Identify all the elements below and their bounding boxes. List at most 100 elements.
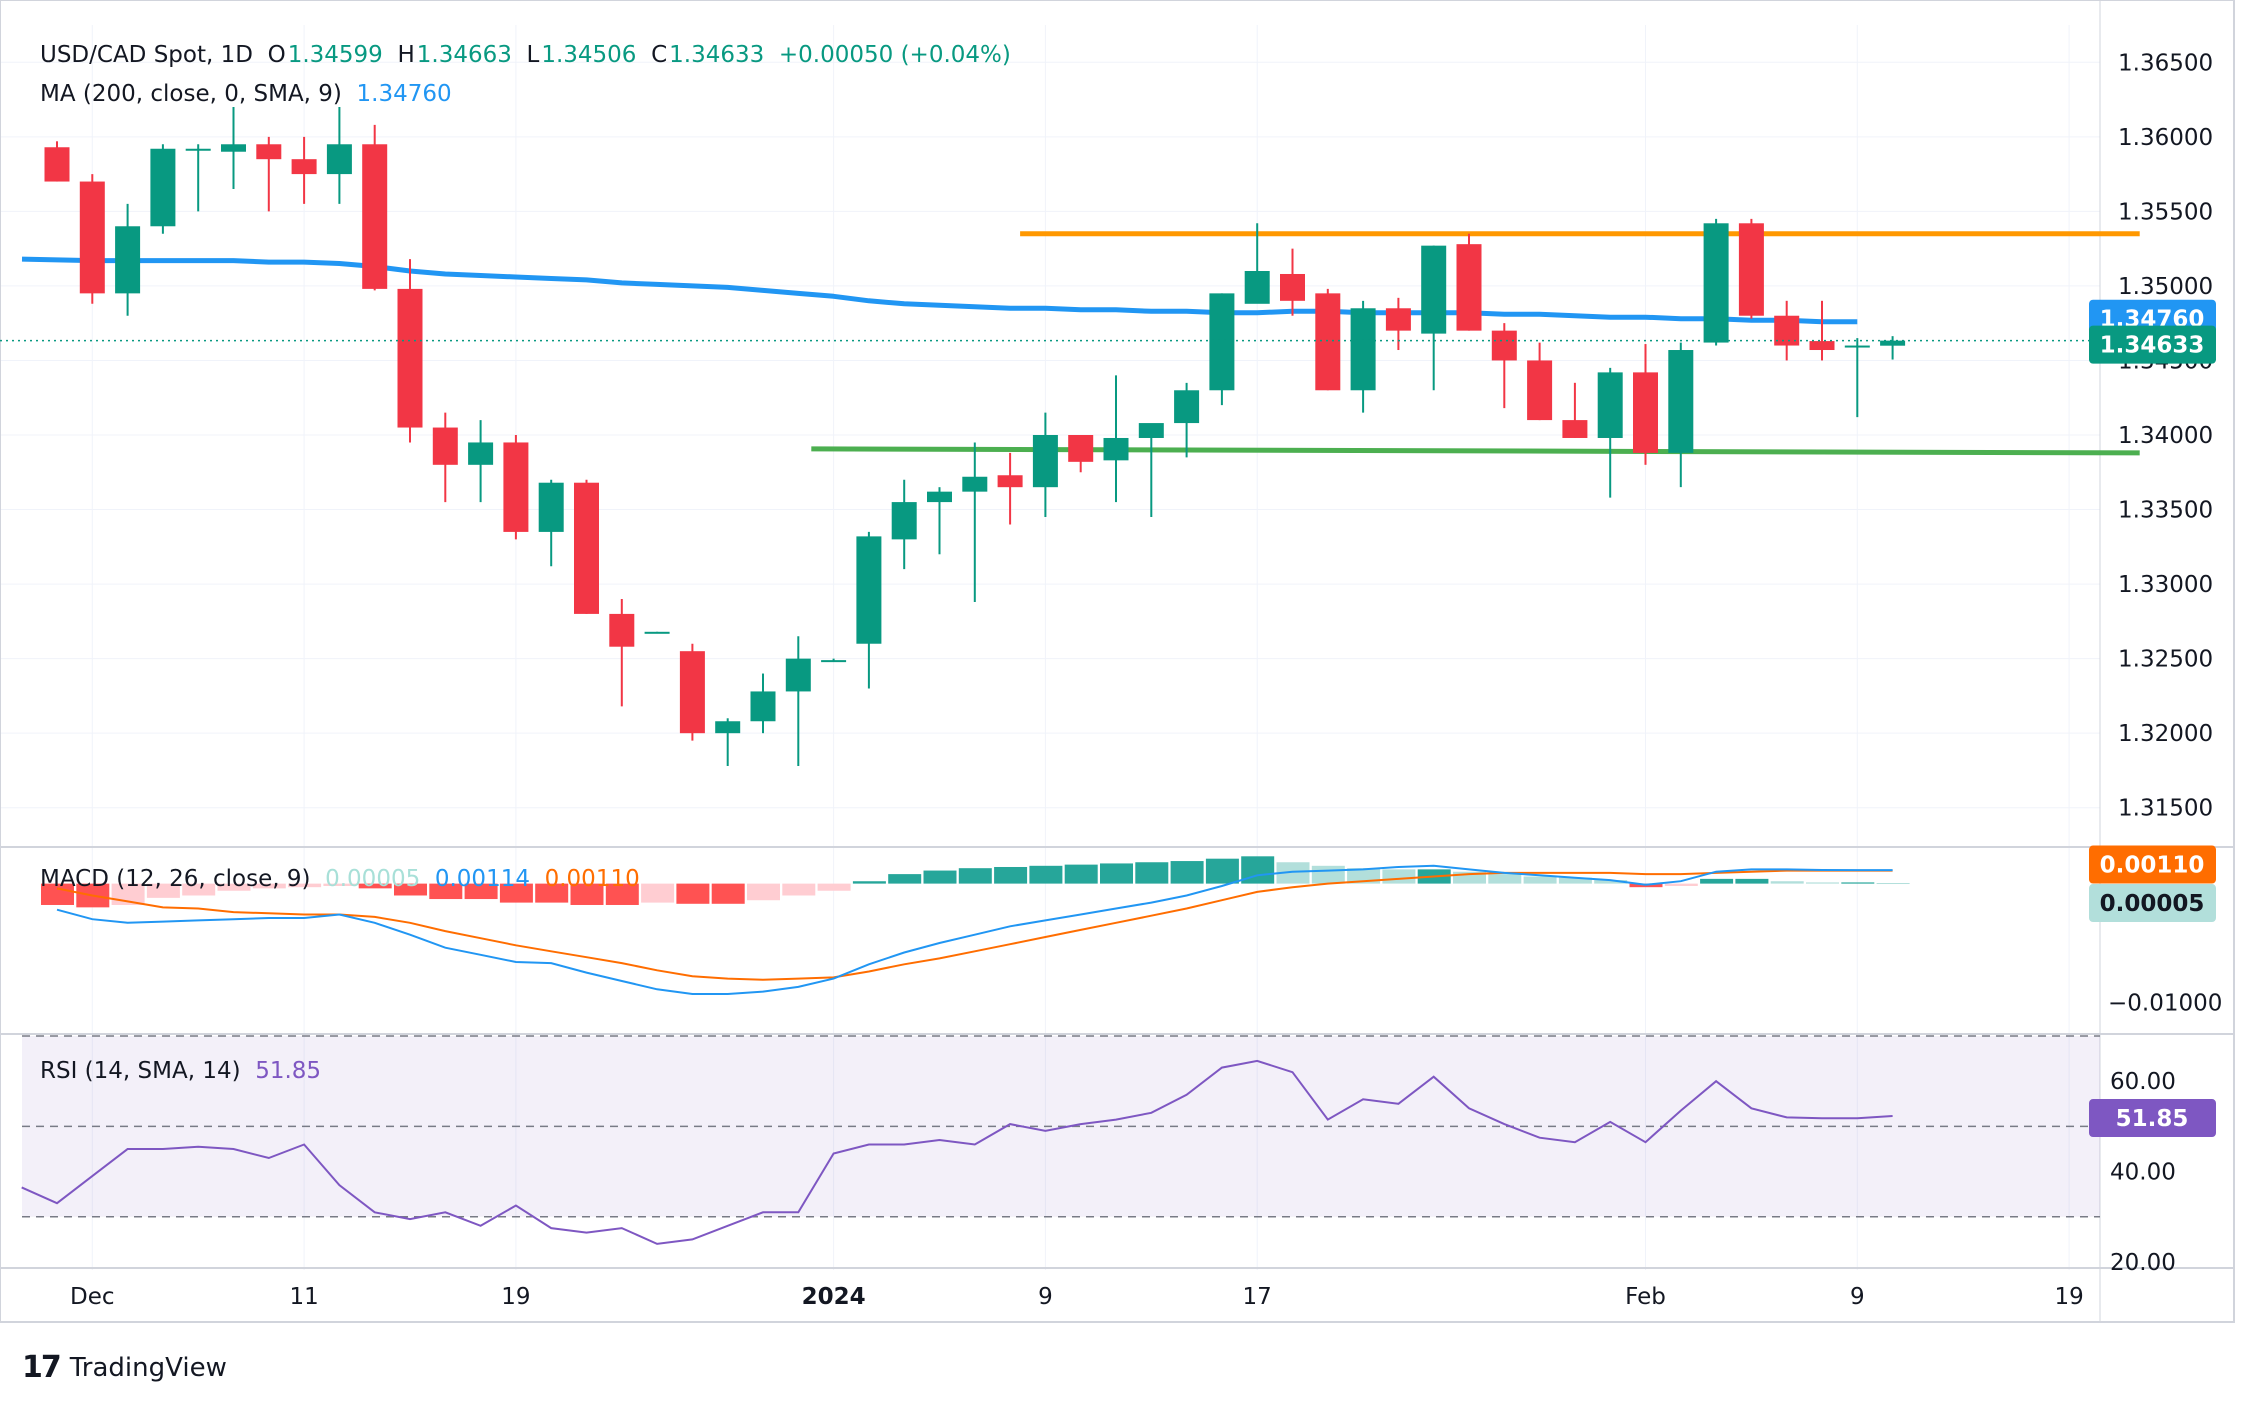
candle-body: [715, 721, 741, 734]
macd-hist-bar: [464, 883, 498, 900]
macd-signal-badge-bg: [2089, 845, 2216, 884]
time-tick-label: 17: [1243, 1284, 1272, 1310]
candle-body: [432, 427, 458, 465]
candle: [1350, 300, 1376, 413]
candle-body: [1844, 345, 1870, 348]
price-tick-label: 1.35500: [2118, 199, 2213, 225]
candle: [291, 136, 317, 204]
candle: [1174, 382, 1200, 458]
high-label: H: [397, 42, 415, 68]
rsi-value-badge-bg: [2089, 1099, 2216, 1138]
candle-body: [1315, 293, 1341, 391]
candle-body: [538, 482, 564, 532]
macd-hist-bar: [1311, 865, 1345, 884]
rsi-band: [22, 1035, 2100, 1218]
candle: [115, 203, 141, 316]
candle-body: [150, 148, 176, 227]
high-value: 1.34663: [416, 42, 512, 68]
macd-hist-bar: [358, 883, 392, 889]
candle-body: [927, 491, 952, 503]
tradingview-logo-text: TradingView: [69, 1352, 227, 1383]
low-label: L: [526, 42, 540, 68]
price-tick-label: 1.36000: [2118, 125, 2213, 151]
time-tick-label: 11: [289, 1284, 318, 1310]
macd-hist-bar: [711, 883, 745, 904]
open-label: O: [267, 42, 286, 68]
macd-hist-bar: [1700, 878, 1734, 884]
price-tick-label: 1.34000: [2118, 423, 2213, 449]
candle-body: [679, 651, 705, 734]
support-resistance-lines[interactable]: [811, 231, 2140, 456]
candle: [1280, 248, 1305, 316]
candle: [468, 420, 494, 503]
candle: [150, 144, 176, 234]
candle: [1491, 323, 1517, 409]
candle-body: [1421, 245, 1447, 334]
rsi-legend-value: 51.85: [255, 1058, 322, 1084]
macd-lines: [56, 864, 1893, 995]
candle-body: [1174, 390, 1200, 424]
candle: [1032, 412, 1058, 517]
candle: [432, 412, 458, 503]
candle: [679, 643, 705, 741]
axes: 1.365001.360001.355001.350001.345001.340…: [70, 50, 2222, 1310]
candle: [750, 673, 776, 734]
symbol-title[interactable]: USD/CAD Spot, 1D: [40, 42, 253, 68]
macd-hist-bar: [676, 883, 710, 904]
tradingview-logo[interactable]: 17 TradingView: [22, 1350, 227, 1385]
candle: [256, 136, 282, 212]
rsi-label[interactable]: RSI (14, SMA, 14): [40, 1058, 241, 1084]
rsi-line-group: [21, 1059, 1893, 1245]
macd-hist-badge-bg: [2089, 884, 2216, 923]
macd-hist-bar: [217, 883, 251, 891]
open-value: 1.34599: [287, 42, 383, 68]
ma200-line: [21, 256, 1858, 325]
candle: [1633, 344, 1658, 465]
candle: [79, 174, 105, 304]
candle-body: [1103, 437, 1129, 461]
rsi-line: [21, 1059, 1893, 1245]
candle-body: [785, 658, 811, 692]
candle: [927, 487, 952, 555]
macd-hist-value: 0.00005: [325, 866, 421, 892]
candle: [326, 107, 352, 204]
candle-body: [962, 476, 988, 492]
macd-hist-bar: [605, 883, 639, 905]
candles[interactable]: [44, 107, 1906, 766]
candle: [609, 599, 635, 707]
candle: [1774, 300, 1800, 361]
ma-label[interactable]: MA (200, close, 0, SMA, 9): [40, 81, 342, 107]
candle-body: [997, 475, 1023, 488]
macd-hist-bar: [1029, 865, 1063, 884]
macd-hist-bar: [888, 874, 922, 884]
candle: [1385, 297, 1411, 351]
candle: [1562, 382, 1588, 438]
candle-body: [1350, 308, 1376, 391]
candle-body: [1880, 340, 1906, 346]
macd-signal-value: 0.00110: [544, 866, 640, 892]
candle-body: [1738, 223, 1764, 316]
macd-hist-bar: [1664, 883, 1698, 886]
candle: [1880, 336, 1906, 360]
macd-hist-bar: [1523, 876, 1557, 884]
candle-body: [1209, 293, 1235, 391]
support-line: [811, 446, 2140, 456]
macd-hist-bar: [994, 866, 1028, 884]
macd-line: [56, 864, 1893, 995]
close-value: 1.34633: [669, 42, 765, 68]
macd-signal-badge: 0.00110: [2100, 853, 2205, 879]
candle: [503, 435, 529, 540]
candle-body: [291, 159, 317, 175]
macd-label[interactable]: MACD (12, 26, close, 9): [40, 866, 311, 892]
panel-borders: [0, 0, 2235, 1323]
low-value: 1.34506: [541, 42, 637, 68]
candle: [1244, 223, 1270, 304]
candle: [1315, 288, 1341, 391]
candle: [397, 259, 423, 443]
candle: [715, 718, 741, 766]
tradingview-logo-icon: 17: [22, 1350, 62, 1385]
candle-body: [115, 226, 141, 294]
macd-hist-bar: [1100, 863, 1133, 884]
candle-body: [1068, 435, 1094, 462]
